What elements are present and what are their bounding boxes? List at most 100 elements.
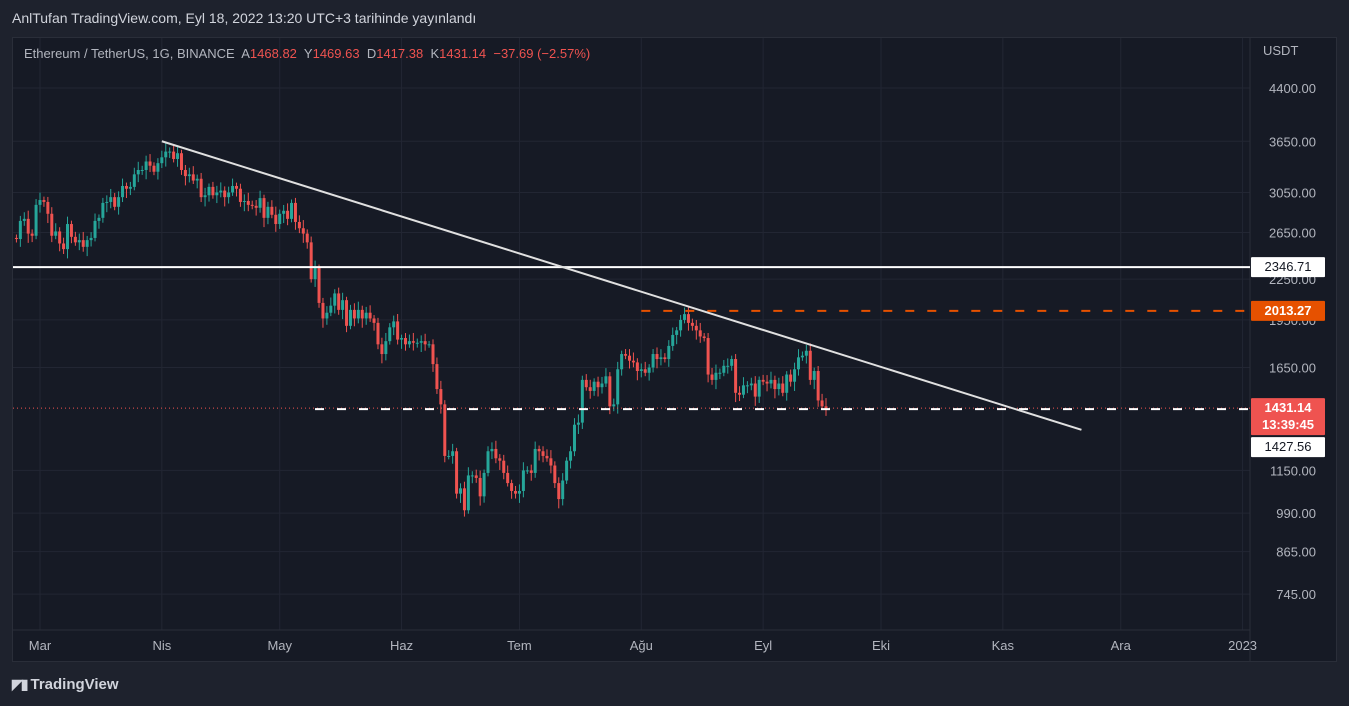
candle-body bbox=[66, 224, 70, 250]
candle-body bbox=[364, 312, 368, 319]
candle bbox=[655, 347, 659, 369]
last-price-tag-bg bbox=[1251, 398, 1325, 436]
candle bbox=[372, 315, 376, 331]
candle-body bbox=[18, 220, 22, 240]
candle-body bbox=[714, 372, 718, 380]
candle-body bbox=[313, 267, 317, 280]
candle bbox=[710, 367, 714, 385]
candle bbox=[498, 454, 502, 470]
candle bbox=[584, 374, 588, 391]
candle-body bbox=[635, 362, 639, 372]
candle-body bbox=[297, 221, 301, 229]
candle bbox=[459, 483, 463, 503]
candle-body bbox=[172, 151, 176, 159]
candle bbox=[191, 166, 195, 184]
candle-body bbox=[769, 379, 773, 384]
candle-body bbox=[549, 458, 553, 466]
candle-body bbox=[46, 201, 50, 214]
candle-body bbox=[290, 202, 294, 219]
candle bbox=[561, 473, 565, 506]
candle bbox=[26, 210, 30, 243]
candle-body bbox=[356, 309, 360, 319]
candle bbox=[140, 165, 144, 175]
candle bbox=[455, 447, 459, 499]
candle-body bbox=[702, 336, 706, 339]
candle bbox=[62, 237, 66, 255]
candle bbox=[313, 260, 317, 287]
candle bbox=[348, 304, 352, 330]
candle bbox=[439, 380, 443, 414]
candle bbox=[486, 446, 490, 477]
high-label: Y bbox=[303, 46, 313, 61]
candle bbox=[380, 337, 384, 364]
candle bbox=[211, 181, 215, 199]
candle bbox=[290, 199, 294, 223]
candle-body bbox=[396, 321, 400, 340]
candle bbox=[282, 204, 286, 224]
candle-body bbox=[675, 330, 679, 335]
candle-body bbox=[419, 341, 423, 343]
candle-body bbox=[671, 334, 675, 346]
candle-body bbox=[156, 163, 160, 172]
candle bbox=[506, 465, 510, 487]
candle-body bbox=[132, 174, 136, 187]
candle-body bbox=[211, 186, 215, 196]
candle-body bbox=[235, 185, 238, 189]
candle bbox=[160, 150, 164, 169]
x-tick-label: Kas bbox=[992, 638, 1015, 653]
candle-body bbox=[580, 379, 584, 423]
candle bbox=[144, 155, 148, 180]
candle bbox=[266, 201, 270, 225]
candle bbox=[745, 381, 749, 394]
candle-body bbox=[321, 302, 325, 319]
candle-body bbox=[305, 233, 309, 243]
candle-body bbox=[517, 490, 521, 494]
candle bbox=[639, 363, 643, 378]
candle-body bbox=[683, 314, 687, 320]
candle-body bbox=[824, 406, 828, 409]
candle bbox=[227, 186, 231, 204]
candle bbox=[128, 181, 132, 196]
candle-body bbox=[706, 338, 710, 375]
candle-body bbox=[726, 365, 730, 367]
candle-body bbox=[561, 480, 565, 500]
candle-body bbox=[325, 312, 329, 319]
candle bbox=[172, 145, 176, 163]
candle bbox=[482, 469, 486, 503]
candle-body bbox=[168, 151, 172, 153]
candle-body bbox=[368, 312, 372, 319]
candle bbox=[73, 231, 77, 246]
candle-body bbox=[443, 404, 447, 456]
candle-body bbox=[309, 242, 313, 280]
candle-body bbox=[423, 341, 427, 345]
candle bbox=[352, 303, 356, 327]
candle-body bbox=[439, 389, 443, 405]
candle bbox=[671, 327, 675, 351]
candle-body bbox=[50, 213, 54, 236]
tradingview-logo[interactable]: ◤▮ TradingView bbox=[12, 676, 119, 693]
candle bbox=[203, 187, 207, 207]
candle-body bbox=[219, 190, 223, 193]
candle bbox=[514, 485, 518, 499]
candle-body bbox=[537, 448, 541, 452]
candle bbox=[541, 446, 545, 463]
candle bbox=[392, 315, 396, 336]
candle-body bbox=[58, 231, 62, 244]
candle bbox=[525, 466, 529, 474]
candle-body bbox=[600, 383, 604, 388]
candle bbox=[411, 332, 415, 351]
currency-label: USDT bbox=[1263, 43, 1298, 58]
candle-body bbox=[113, 197, 117, 207]
candle bbox=[152, 162, 156, 176]
candle-body bbox=[765, 381, 769, 384]
candle bbox=[97, 214, 101, 229]
candle-body bbox=[93, 220, 97, 238]
low-label: D bbox=[366, 46, 377, 61]
candle bbox=[553, 461, 557, 488]
y-tick-label: 1150.00 bbox=[1270, 463, 1316, 478]
candle-body bbox=[455, 451, 459, 494]
candle-body bbox=[258, 198, 262, 208]
ohlc-legend: Ethereum / TetherUS, 1G, BINANCE A1468.8… bbox=[24, 46, 590, 61]
x-tick-label: Ara bbox=[1111, 638, 1132, 653]
